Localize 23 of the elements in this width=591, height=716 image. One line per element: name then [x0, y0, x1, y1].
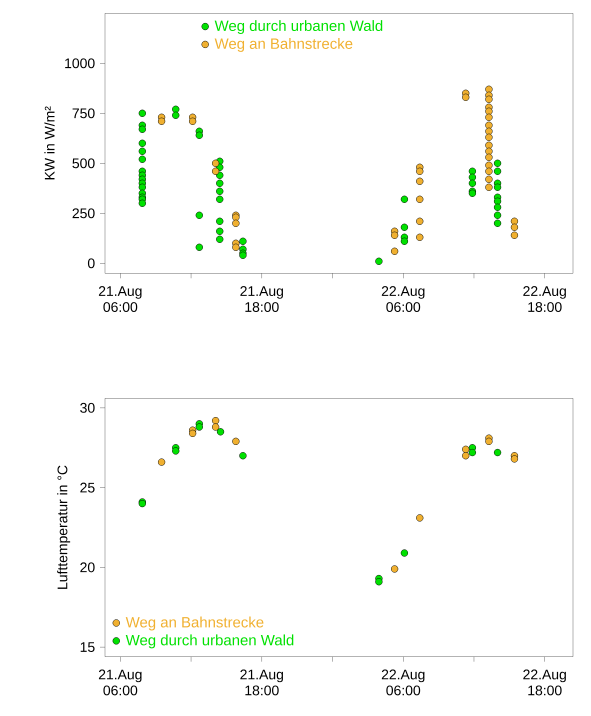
y-tick-label: 250	[72, 208, 95, 218]
y-tick-label: 1000	[65, 58, 95, 68]
y-tick-label: 20	[80, 562, 95, 572]
x-tick-label: 21.Aug 06:00	[98, 286, 142, 312]
x-tick-label: 22.Aug 06:00	[382, 286, 424, 312]
legend-label: Weg an Bahnstrecke	[126, 616, 264, 630]
legend-label: Weg durch urbanen Wald	[214, 20, 382, 34]
y-axis-title: KW in W/m²	[44, 106, 55, 180]
y-tick-label: 30	[80, 402, 95, 413]
x-tick-label: 21.Aug 06:00	[98, 670, 142, 696]
y-tick-label: 15	[80, 642, 95, 652]
x-tick-label: 22.Aug 06:00	[382, 670, 424, 696]
x-tick-label: 21.Aug 18:00	[240, 286, 283, 312]
x-tick-label: 22.Aug 18:00	[523, 670, 566, 696]
x-tick-label: 22.Aug 18:00	[523, 286, 566, 312]
legend-label: Weg durch urbanen Wald	[126, 634, 294, 648]
legend-label: Weg an Bahnstrecke	[214, 38, 352, 52]
y-tick-label: 0	[88, 258, 95, 268]
y-tick-label: 25	[80, 482, 95, 493]
y-axis-title: Lufttemperatur in °C	[57, 466, 70, 589]
x-tick-label: 21.Aug 18:00	[240, 670, 283, 696]
y-tick-label: 500	[72, 158, 95, 168]
y-tick-label: 750	[72, 108, 95, 118]
